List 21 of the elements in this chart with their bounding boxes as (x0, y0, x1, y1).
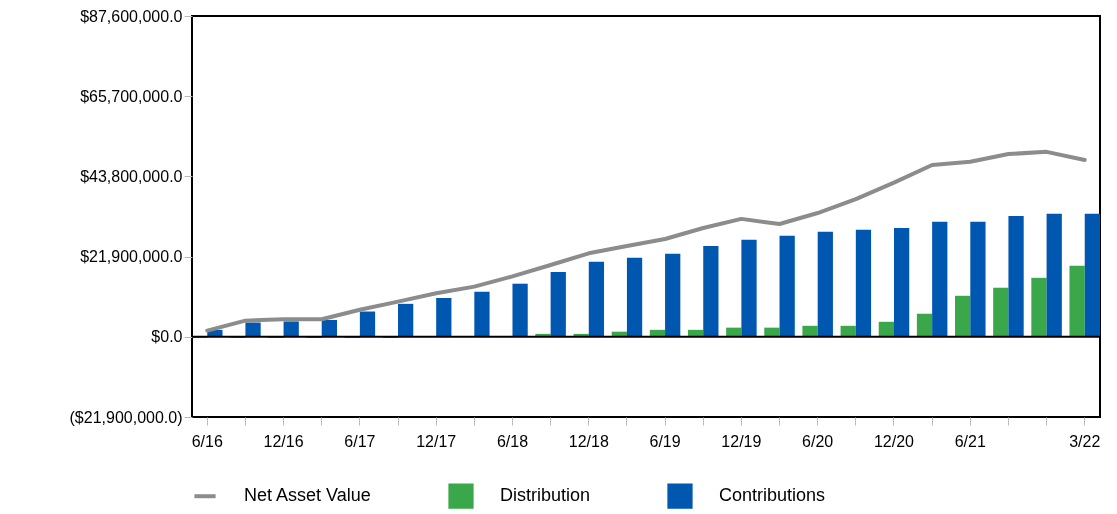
y-tick-label: $65,700,000.0 (80, 87, 183, 105)
x-tick-label: 6/17 (344, 432, 376, 450)
legend-label: Contributions (719, 485, 826, 506)
y-tick-label: $0.0 (151, 328, 183, 346)
y-tick-label: $21,900,000.0 (80, 248, 183, 266)
x-tick-label: 12/20 (873, 432, 915, 450)
x-tick-label: 6/18 (496, 432, 529, 450)
x-tick-label: 12/18 (568, 432, 609, 450)
x-tick-label: 6/20 (802, 432, 834, 450)
x-tick-label: 12/19 (721, 432, 762, 450)
x-tick-label: 6/16 (191, 432, 223, 450)
y-tick-label: $43,800,000.0 (80, 167, 183, 185)
x-tick-label: 6/21 (954, 432, 986, 450)
y-tick-label: $87,600,000.0 (80, 7, 183, 25)
x-tick-label: 3/22 (1069, 432, 1101, 450)
y-tick-label: ($21,900,000.0) (69, 408, 183, 426)
legend-label: Net Asset Value (244, 485, 371, 506)
x-tick-label: 6/19 (649, 432, 681, 450)
x-tick-label: 12/16 (263, 432, 304, 450)
x-tick-label: 12/17 (416, 432, 457, 450)
legend-label: Distribution (500, 485, 591, 506)
